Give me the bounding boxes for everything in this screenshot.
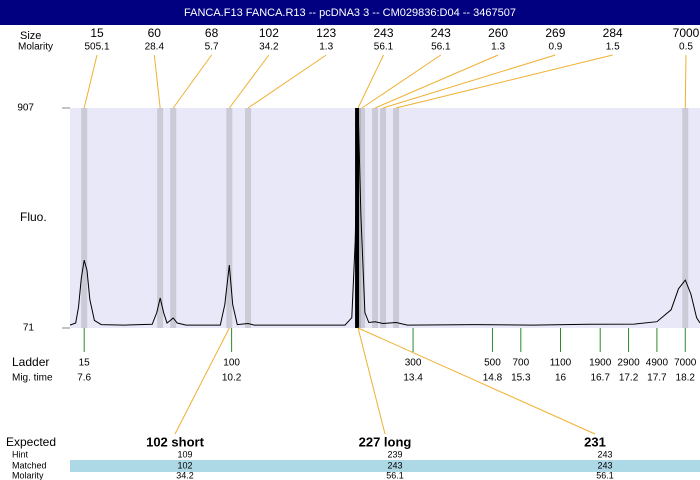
ladder-size: 1900 bbox=[589, 358, 612, 369]
peak-size: 7000 bbox=[673, 26, 700, 40]
peak-leader bbox=[172, 54, 213, 109]
peak-molarity: 56.1 bbox=[431, 42, 451, 53]
ladder-size: 700 bbox=[512, 358, 529, 369]
peak-band bbox=[372, 108, 379, 328]
matched-label: Matched bbox=[12, 460, 47, 470]
ladder-size: 100 bbox=[223, 358, 240, 369]
matched: 243 bbox=[597, 460, 612, 470]
matched: 102 bbox=[177, 460, 192, 470]
y-tick-label: 907 bbox=[17, 103, 34, 114]
peak-size: 60 bbox=[148, 26, 162, 40]
peak-leader bbox=[382, 54, 556, 109]
ladder-size: 15 bbox=[79, 358, 91, 369]
peak-leader bbox=[357, 54, 384, 109]
ladder-size: 500 bbox=[484, 358, 501, 369]
peak-band bbox=[226, 108, 233, 328]
peak-size: 269 bbox=[545, 26, 565, 40]
peak-molarity: 5.7 bbox=[205, 42, 219, 53]
peak-molarity: 0.5 bbox=[679, 42, 693, 53]
ladder-label: Ladder bbox=[12, 355, 49, 369]
peak-band bbox=[245, 108, 252, 328]
molarity-row-label: Molarity bbox=[12, 470, 44, 480]
ladder-time: 14.8 bbox=[483, 373, 503, 384]
y-axis-label: Fluo. bbox=[20, 210, 47, 224]
size-label: Size bbox=[20, 30, 41, 42]
ladder-time: 16.7 bbox=[590, 373, 610, 384]
peak-leader bbox=[361, 54, 442, 109]
peak-molarity: 34.2 bbox=[259, 42, 279, 53]
molarity-label: Molarity bbox=[18, 42, 53, 53]
hint: 109 bbox=[177, 449, 192, 459]
peak-molarity: 1.3 bbox=[319, 42, 333, 53]
y-tick-label: 71 bbox=[23, 323, 35, 334]
ladder-size: 1100 bbox=[550, 358, 572, 369]
peak-band bbox=[393, 108, 400, 328]
peak-band bbox=[682, 108, 689, 328]
peak-leader bbox=[684, 54, 687, 109]
expected-size: 231 bbox=[584, 434, 606, 449]
peak-band bbox=[170, 108, 177, 328]
peak-band bbox=[380, 108, 387, 328]
peak-leader bbox=[247, 54, 327, 109]
peak-band bbox=[81, 108, 88, 328]
ladder-time: 15.3 bbox=[511, 373, 531, 384]
peak-molarity: 1.3 bbox=[491, 42, 505, 53]
peak-leader bbox=[374, 54, 499, 109]
peak-size: 243 bbox=[431, 26, 451, 40]
peak-leader bbox=[395, 54, 613, 109]
peak-molarity: 1.5 bbox=[606, 42, 620, 53]
expected-leader bbox=[357, 327, 596, 435]
ladder-time: 10.2 bbox=[222, 373, 242, 384]
ladder-size: 7000 bbox=[674, 358, 697, 369]
peak-band bbox=[157, 108, 164, 328]
peak-leader bbox=[228, 54, 270, 109]
peak-molarity: 28.4 bbox=[145, 42, 165, 53]
matched-row-band bbox=[70, 460, 700, 472]
peak-molarity: 0.9 bbox=[548, 42, 562, 53]
hint: 243 bbox=[597, 449, 612, 459]
expected-leader bbox=[174, 327, 230, 435]
peak-size: 15 bbox=[90, 26, 104, 40]
peak-size: 102 bbox=[259, 26, 279, 40]
expected-label: Expected bbox=[6, 435, 56, 449]
peak-band bbox=[355, 108, 362, 328]
matched: 243 bbox=[387, 460, 402, 470]
mig-time-label: Mig. time bbox=[12, 373, 53, 384]
chart-title: FANCA.F13 FANCA.R13 -- pcDNA3 3 -- CM029… bbox=[184, 7, 516, 19]
peak-band bbox=[359, 108, 366, 328]
peak-leader bbox=[153, 54, 161, 109]
trace bbox=[69, 107, 700, 326]
peak-size: 123 bbox=[316, 26, 336, 40]
ladder-size: 300 bbox=[405, 358, 422, 369]
peak-leader bbox=[83, 54, 98, 109]
peak-size: 243 bbox=[373, 26, 393, 40]
ladder-size: 2900 bbox=[617, 358, 640, 369]
ladder-time: 17.2 bbox=[619, 373, 639, 384]
peak-size: 284 bbox=[603, 26, 623, 40]
title-bar bbox=[0, 0, 700, 25]
expected-size: 227 long bbox=[359, 434, 412, 449]
matched-molarity: 56.1 bbox=[596, 470, 614, 480]
peak-molarity: 56.1 bbox=[374, 42, 394, 53]
ladder-time: 17.7 bbox=[647, 373, 667, 384]
ladder-time: 13.4 bbox=[403, 373, 423, 384]
ladder-size: 4900 bbox=[646, 358, 669, 369]
ladder-time: 16 bbox=[555, 373, 567, 384]
ladder-time: 18.2 bbox=[676, 373, 696, 384]
matched-molarity: 56.1 bbox=[386, 470, 404, 480]
peak-size: 68 bbox=[205, 26, 219, 40]
expected-leader bbox=[357, 327, 386, 435]
peak-size: 260 bbox=[488, 26, 508, 40]
hint: 239 bbox=[387, 449, 402, 459]
expected-size: 102 short bbox=[146, 434, 204, 449]
hint-label: Hint bbox=[12, 449, 29, 459]
peak-molarity: 505.1 bbox=[84, 42, 109, 53]
matched-molarity: 34.2 bbox=[176, 470, 194, 480]
ladder-time: 7.6 bbox=[77, 373, 91, 384]
